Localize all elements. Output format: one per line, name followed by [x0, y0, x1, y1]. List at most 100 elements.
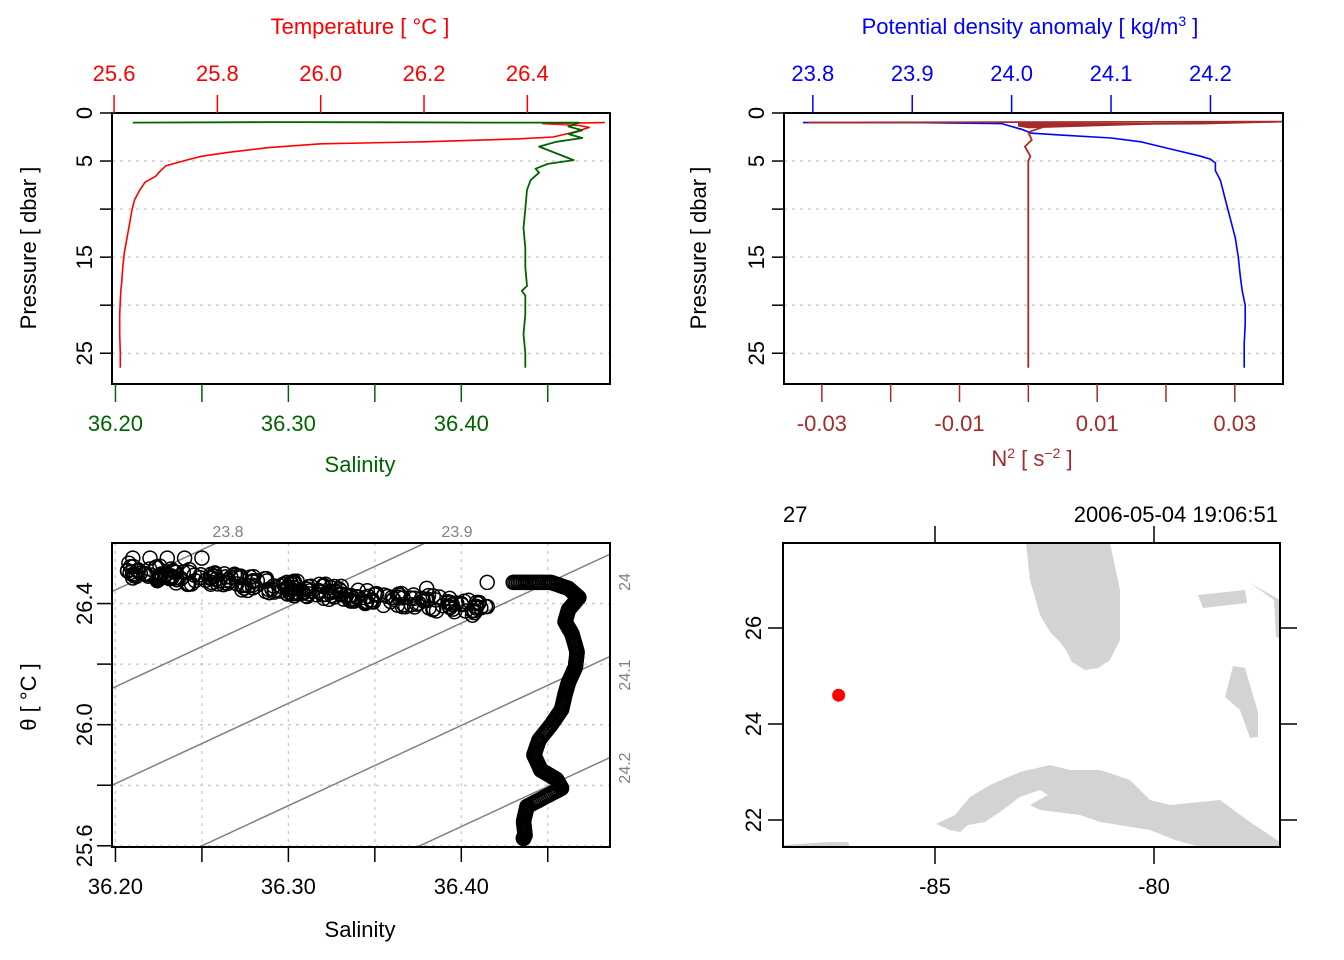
y-tick-label: 0 [744, 107, 769, 119]
ts-point [311, 576, 328, 593]
x-tick-label: 36.30 [261, 874, 316, 899]
ts-point [357, 595, 373, 612]
map-frame [782, 542, 1281, 848]
x-tick-label: 36.20 [88, 874, 143, 899]
top-tick-label: 25.8 [196, 61, 239, 86]
bottom-tick-label: 36.30 [261, 411, 316, 436]
y-tick-label: 26.4 [72, 582, 97, 625]
top-tick-label: 23.9 [891, 61, 934, 86]
top-tick-label: 23.8 [791, 61, 834, 86]
ts-point [479, 574, 495, 591]
y-tick-label: 5 [72, 155, 97, 167]
ts-point [260, 581, 277, 598]
ts-point [453, 595, 470, 612]
y-tick-label: 5 [744, 155, 769, 167]
ts-points [119, 550, 587, 847]
ts-point [125, 558, 142, 575]
series-temperature [118, 121, 605, 368]
ts-point [149, 571, 165, 587]
ts-point [194, 550, 210, 566]
isopycnal-line [112, 553, 610, 787]
plot-frame [111, 112, 611, 385]
ts-point [181, 564, 198, 581]
lon-tick-label: -85 [919, 874, 951, 899]
y-tick-label: 15 [72, 245, 97, 269]
plot-frame [111, 542, 611, 848]
isopycnal-label: 24.2 [617, 752, 634, 783]
ts-ylabel: θ [ °C ] [16, 663, 41, 730]
series-n2 [808, 120, 1284, 368]
ts-point [245, 573, 261, 589]
plot-frame [783, 112, 1284, 385]
x-tick-label: 36.40 [434, 874, 489, 899]
y-tick-label: 25 [72, 341, 97, 365]
ts-point [322, 579, 339, 596]
ts-point [464, 607, 481, 623]
ts-point [226, 566, 243, 583]
panel-temperature-salinity-profile: 0 5 15 25 25.6 25.8 26.0 26.2 26.4 36.20 36.30 36.4… [72, 61, 611, 436]
land-yucatan [783, 842, 850, 847]
ts-point [395, 596, 412, 613]
station-marker [832, 688, 846, 702]
panel-density-n2-profile: 0 5 15 25 23.8 23.9 24.0 24.1 24.2 -0.03 -0.01 0.01… [744, 61, 1284, 436]
top-tick-label: 25.6 [93, 61, 136, 86]
ts-point [308, 586, 325, 603]
isopycnal-label: 24.1 [617, 659, 634, 690]
bottom-tick-label: -0.01 [934, 411, 984, 436]
ts-point [341, 592, 358, 608]
ts-point [440, 594, 456, 611]
isopycnal-line [112, 543, 427, 690]
bottom-tick-label: 36.20 [88, 411, 143, 436]
ts-point [323, 587, 340, 604]
lon-tick-label: -80 [1138, 874, 1170, 899]
y-tick-label: 15 [744, 245, 769, 269]
ts-point [173, 570, 189, 587]
lat-tick-label: 26 [741, 616, 766, 640]
ts-point [418, 580, 435, 597]
land-bahamas-2 [1250, 583, 1280, 638]
isopycnal-line [415, 756, 610, 847]
ts-xlabel: Salinity [325, 917, 396, 942]
ts-point [126, 568, 142, 584]
n2-surface-band [1018, 122, 1201, 129]
ts-point [517, 574, 534, 591]
land-andros [1225, 666, 1258, 738]
ts-point [515, 830, 532, 847]
land-cuba [936, 765, 1280, 847]
panel-station-map: -85 -80 22 24 26 [741, 526, 1297, 899]
ts-point [234, 577, 250, 594]
pressure-axis-title-2: Pressure [ dbar ] [686, 167, 711, 330]
top-tick-label: 26.2 [403, 61, 446, 86]
top-tick-label: 26.0 [299, 61, 342, 86]
lat-tick-label: 24 [741, 712, 766, 736]
ts-point [384, 589, 400, 606]
bottom-tick-label: 0.03 [1213, 411, 1256, 436]
ts-point [275, 576, 292, 592]
ts-point [240, 578, 257, 594]
pressure-axis-title-1: Pressure [ dbar ] [16, 167, 41, 330]
density-axis-title: Potential density anomaly [ kg/m3 ] [862, 13, 1199, 39]
ts-point [256, 570, 273, 587]
bottom-tick-label: -0.03 [797, 411, 847, 436]
isopycnal-label: 23.9 [441, 524, 472, 541]
isopycnal-line [197, 655, 610, 847]
ts-point [202, 570, 218, 586]
ts-point [479, 598, 495, 615]
land-polygons [783, 543, 1280, 847]
n2-axis-title: N2 [ s−2 ] [991, 445, 1072, 471]
series-salinity [132, 121, 584, 368]
y-tick-label: 26.0 [72, 703, 97, 746]
ts-point [167, 570, 183, 586]
bottom-tick-label: 0.01 [1076, 411, 1119, 436]
ts-point [418, 592, 435, 609]
ts-point [288, 584, 305, 601]
station-timestamp: 2006-05-04 19:06:51 [1074, 502, 1278, 527]
ts-point [303, 578, 319, 594]
land-florida [1026, 543, 1120, 670]
bottom-tick-label: 36.40 [434, 411, 489, 436]
lat-tick-label: 22 [741, 808, 766, 832]
top-tick-label: 26.4 [506, 61, 549, 86]
salinity-axis-title: Salinity [325, 452, 396, 477]
ts-point [211, 572, 228, 589]
